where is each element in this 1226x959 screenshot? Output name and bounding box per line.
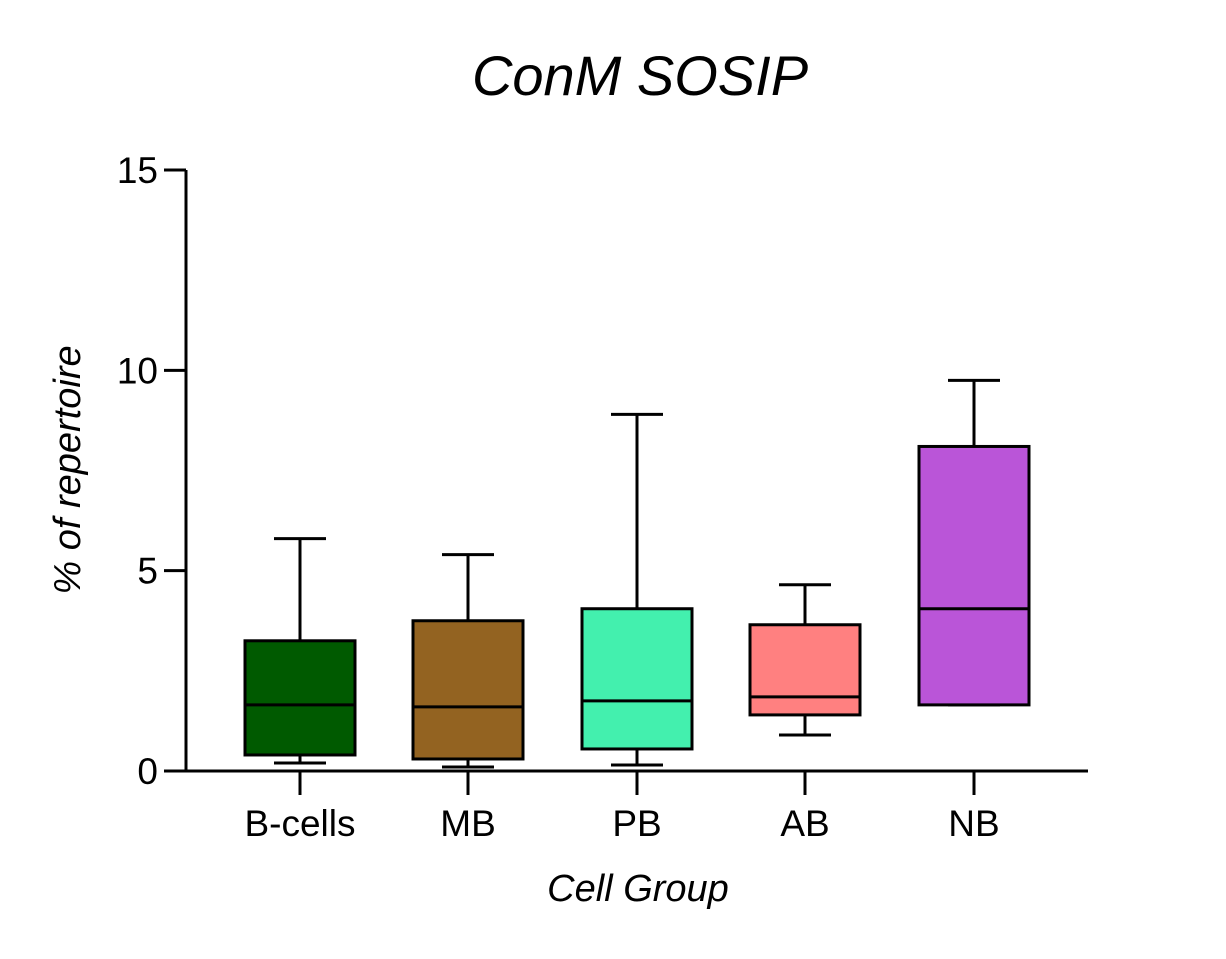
x-tick-label: PB bbox=[612, 803, 661, 844]
y-axis-ticks: 0 5 10 15 bbox=[117, 150, 186, 792]
x-tick-label: MB bbox=[440, 803, 496, 844]
box-rect bbox=[411, 619, 525, 761]
box-group bbox=[748, 583, 862, 737]
y-tick-label: 0 bbox=[137, 751, 158, 792]
box-group bbox=[243, 537, 357, 765]
y-axis-label: % of repertoire bbox=[47, 345, 89, 594]
x-axis-ticks: B-cells MB PB AB NB bbox=[244, 771, 1000, 844]
chart-title: ConM SOSIP bbox=[472, 44, 808, 107]
box-group bbox=[411, 553, 525, 769]
box-rect bbox=[748, 623, 862, 717]
x-tick-label: B-cells bbox=[244, 803, 355, 844]
box-rect bbox=[917, 444, 1031, 707]
x-axis-label: Cell Group bbox=[547, 868, 729, 910]
x-tick-label: AB bbox=[780, 803, 829, 844]
y-tick-label: 15 bbox=[117, 150, 158, 191]
box-rect bbox=[580, 607, 694, 751]
box-rect bbox=[243, 639, 357, 757]
box-group bbox=[580, 412, 694, 767]
box-plot-series bbox=[243, 378, 1031, 769]
y-tick-label: 10 bbox=[117, 350, 158, 391]
box-group bbox=[917, 378, 1031, 707]
x-tick-label: NB bbox=[948, 803, 999, 844]
y-tick-label: 5 bbox=[137, 551, 158, 592]
